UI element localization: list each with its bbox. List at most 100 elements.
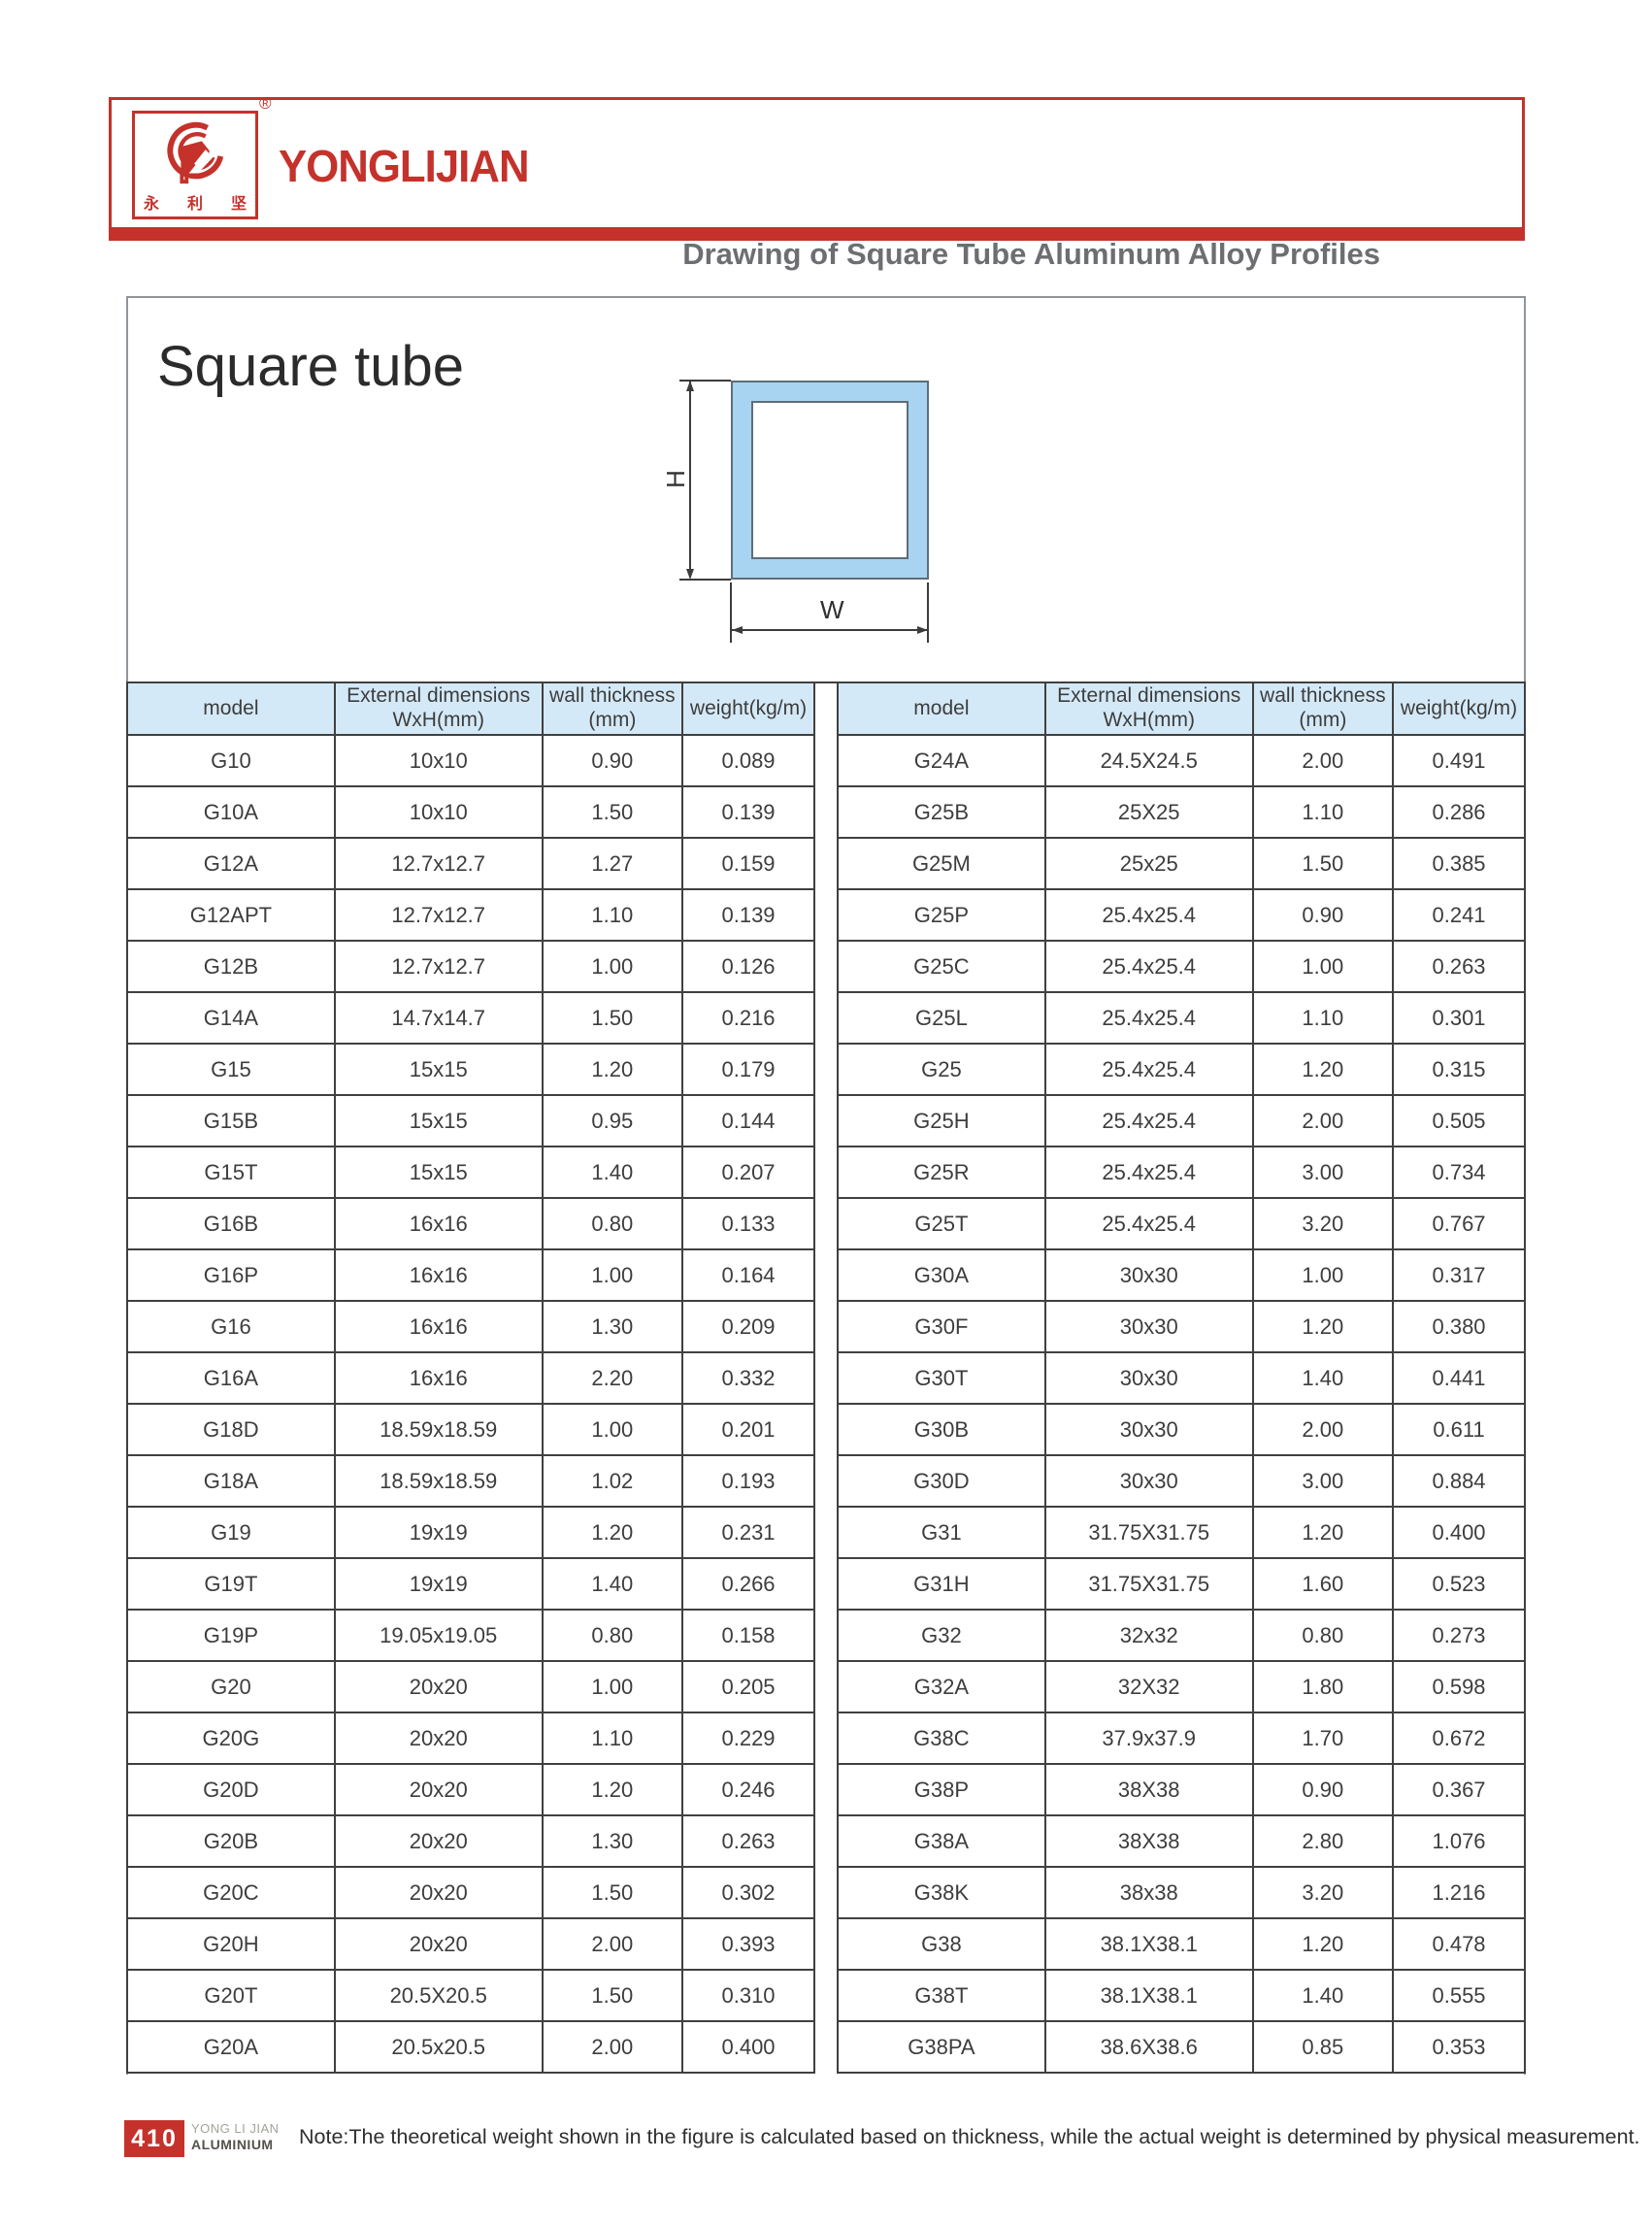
dimensions-cell: 30x30 <box>1043 1351 1254 1405</box>
dimensions-cell: 30x30 <box>1043 1300 1254 1353</box>
weight-cell: 0.164 <box>681 1248 815 1302</box>
dimensions-cell: 20x20 <box>333 1763 544 1816</box>
weight-cell: 0.158 <box>681 1609 815 1662</box>
table-row: G31 31.75X31.75 1.20 0.400 <box>837 1506 1526 1559</box>
thickness-cell: 0.85 <box>1251 2020 1395 2074</box>
dimensions-cell: 15x15 <box>333 1146 544 1199</box>
model-cell: G20G <box>126 1712 336 1765</box>
model-cell: G20T <box>126 1969 336 2022</box>
table-body: G24A 24.5X24.5 2.00 0.491 G25B 25X25 1.10 0.286… <box>837 734 1526 2074</box>
header-row: model External dimensions WxH(mm) wall thi… <box>837 681 1526 736</box>
dimensions-cell: 16x16 <box>333 1248 544 1302</box>
thickness-cell: 0.80 <box>541 1197 684 1250</box>
table-row: G16 16x16 1.30 0.209 <box>126 1300 815 1353</box>
weight-cell: 0.139 <box>681 785 815 839</box>
model-cell: G10A <box>126 785 336 839</box>
table-row: G25C 25.4x25.4 1.00 0.263 <box>837 940 1526 993</box>
dimensions-cell: 20x20 <box>333 1917 544 1971</box>
weight-cell: 0.441 <box>1392 1351 1526 1405</box>
dimensions-cell: 30x30 <box>1043 1403 1254 1456</box>
header-band: Drawing of Square Tube Aluminum Alloy Pr… <box>109 97 1525 271</box>
weight-cell: 0.555 <box>1392 1969 1526 2022</box>
table-row: G20B 20x20 1.30 0.263 <box>126 1814 815 1868</box>
dimensions-cell: 38.1X38.1 <box>1043 1969 1254 2022</box>
model-cell: G38A <box>837 1814 1046 1868</box>
dimensions-cell: 19x19 <box>333 1557 544 1611</box>
thickness-cell: 1.00 <box>541 940 684 993</box>
weight-cell: 0.598 <box>1392 1660 1526 1713</box>
model-cell: G14A <box>126 991 336 1045</box>
table-row: G32 32x32 0.80 0.273 <box>837 1609 1526 1662</box>
arrow-left-icon <box>732 626 743 634</box>
table-row: G30F 30x30 1.20 0.380 <box>837 1300 1526 1353</box>
thickness-cell: 1.27 <box>541 837 684 890</box>
model-cell: G30A <box>837 1248 1046 1302</box>
thickness-cell: 0.90 <box>1251 1763 1395 1816</box>
weight-cell: 0.302 <box>681 1866 815 1919</box>
weight-cell: 0.478 <box>1392 1917 1526 1971</box>
dimensions-cell: 20.5X20.5 <box>333 1969 544 2022</box>
tables-top-rule <box>126 681 1526 683</box>
table-row: G38P 38X38 0.90 0.367 <box>837 1763 1526 1816</box>
model-cell: G38T <box>837 1969 1046 2022</box>
table-row: G20H 20x20 2.00 0.393 <box>126 1917 815 1971</box>
table-row: G38K 38x38 3.20 1.216 <box>837 1866 1526 1919</box>
model-cell: G30D <box>837 1454 1046 1508</box>
weight-cell: 0.229 <box>681 1712 815 1765</box>
weight-cell: 0.767 <box>1392 1197 1526 1250</box>
spec-table-left: model External dimensions WxH(mm) wall thi… <box>126 681 815 2074</box>
thickness-cell: 1.20 <box>1251 1506 1395 1559</box>
weight-cell: 0.159 <box>681 837 815 890</box>
model-cell: G12APT <box>126 888 336 942</box>
table-row: G38C 37.9x37.9 1.70 0.672 <box>837 1712 1526 1765</box>
table-row: G19P 19.05x19.05 0.80 0.158 <box>126 1609 815 1662</box>
table-row: G25H 25.4x25.4 2.00 0.505 <box>837 1094 1526 1147</box>
table-row: G20A 20.5x20.5 2.00 0.400 <box>126 2020 815 2074</box>
weight-cell: 0.266 <box>681 1557 815 1611</box>
page-number-badge: 410 <box>124 2120 184 2157</box>
weight-cell: 0.385 <box>1392 837 1526 890</box>
page-title: Drawing of Square Tube Aluminum Alloy Pr… <box>682 237 1380 271</box>
arrow-right-icon <box>917 626 928 634</box>
model-cell: G12A <box>126 837 336 890</box>
column-header: wall thickness (mm) <box>541 681 684 736</box>
table-row: G19T 19x19 1.40 0.266 <box>126 1557 815 1611</box>
dimensions-cell: 16x16 <box>333 1300 544 1353</box>
model-cell: G16A <box>126 1351 336 1405</box>
dimensions-cell: 30x30 <box>1043 1248 1254 1302</box>
brand-chinese-characters: 永 利 坚 <box>144 190 247 214</box>
model-cell: G32A <box>837 1660 1046 1713</box>
thickness-cell: 2.80 <box>1251 1814 1395 1868</box>
model-cell: G20D <box>126 1763 336 1816</box>
weight-cell: 0.179 <box>681 1043 815 1096</box>
column-header: wall thickness (mm) <box>1251 681 1395 736</box>
table-row: G12A 12.7x12.7 1.27 0.159 <box>126 837 815 890</box>
table-row: G15 15x15 1.20 0.179 <box>126 1043 815 1096</box>
thickness-cell: 2.00 <box>541 2020 684 2074</box>
dimensions-cell: 10x10 <box>333 785 544 839</box>
dimensions-cell: 20x20 <box>333 1866 544 1919</box>
model-cell: G15 <box>126 1043 336 1096</box>
column-header: weight(kg/m) <box>1392 681 1526 736</box>
weight-cell: 0.246 <box>681 1763 815 1816</box>
brand-chinese-char: 永 <box>144 196 160 213</box>
thickness-cell: 1.50 <box>541 991 684 1045</box>
thickness-cell: 3.20 <box>1251 1197 1395 1250</box>
dimensions-cell: 10x10 <box>333 734 544 787</box>
dimensions-cell: 14.7x14.7 <box>333 991 544 1045</box>
table-header: model External dimensions WxH(mm) wall thi… <box>126 681 815 736</box>
weight-cell: 0.332 <box>681 1351 815 1405</box>
table-row: G38PA 38.6X38.6 0.85 0.353 <box>837 2020 1526 2074</box>
dimensions-cell: 25.4x25.4 <box>1043 940 1254 993</box>
thickness-cell: 1.00 <box>541 1248 684 1302</box>
dimensions-cell: 38x38 <box>1043 1866 1254 1919</box>
dimensions-cell: 25.4x25.4 <box>1043 1197 1254 1250</box>
model-cell: G38PA <box>837 2020 1046 2074</box>
dimensions-cell: 38.1X38.1 <box>1043 1917 1254 1971</box>
thickness-cell: 1.40 <box>541 1146 684 1199</box>
model-cell: G15B <box>126 1094 336 1147</box>
model-cell: G18D <box>126 1403 336 1456</box>
thickness-cell: 1.60 <box>1251 1557 1395 1611</box>
thickness-cell: 0.90 <box>541 734 684 787</box>
table-body: G10 10x10 0.90 0.089 G10A 10x10 1.50 0.139 G12A 1… <box>126 734 815 2074</box>
